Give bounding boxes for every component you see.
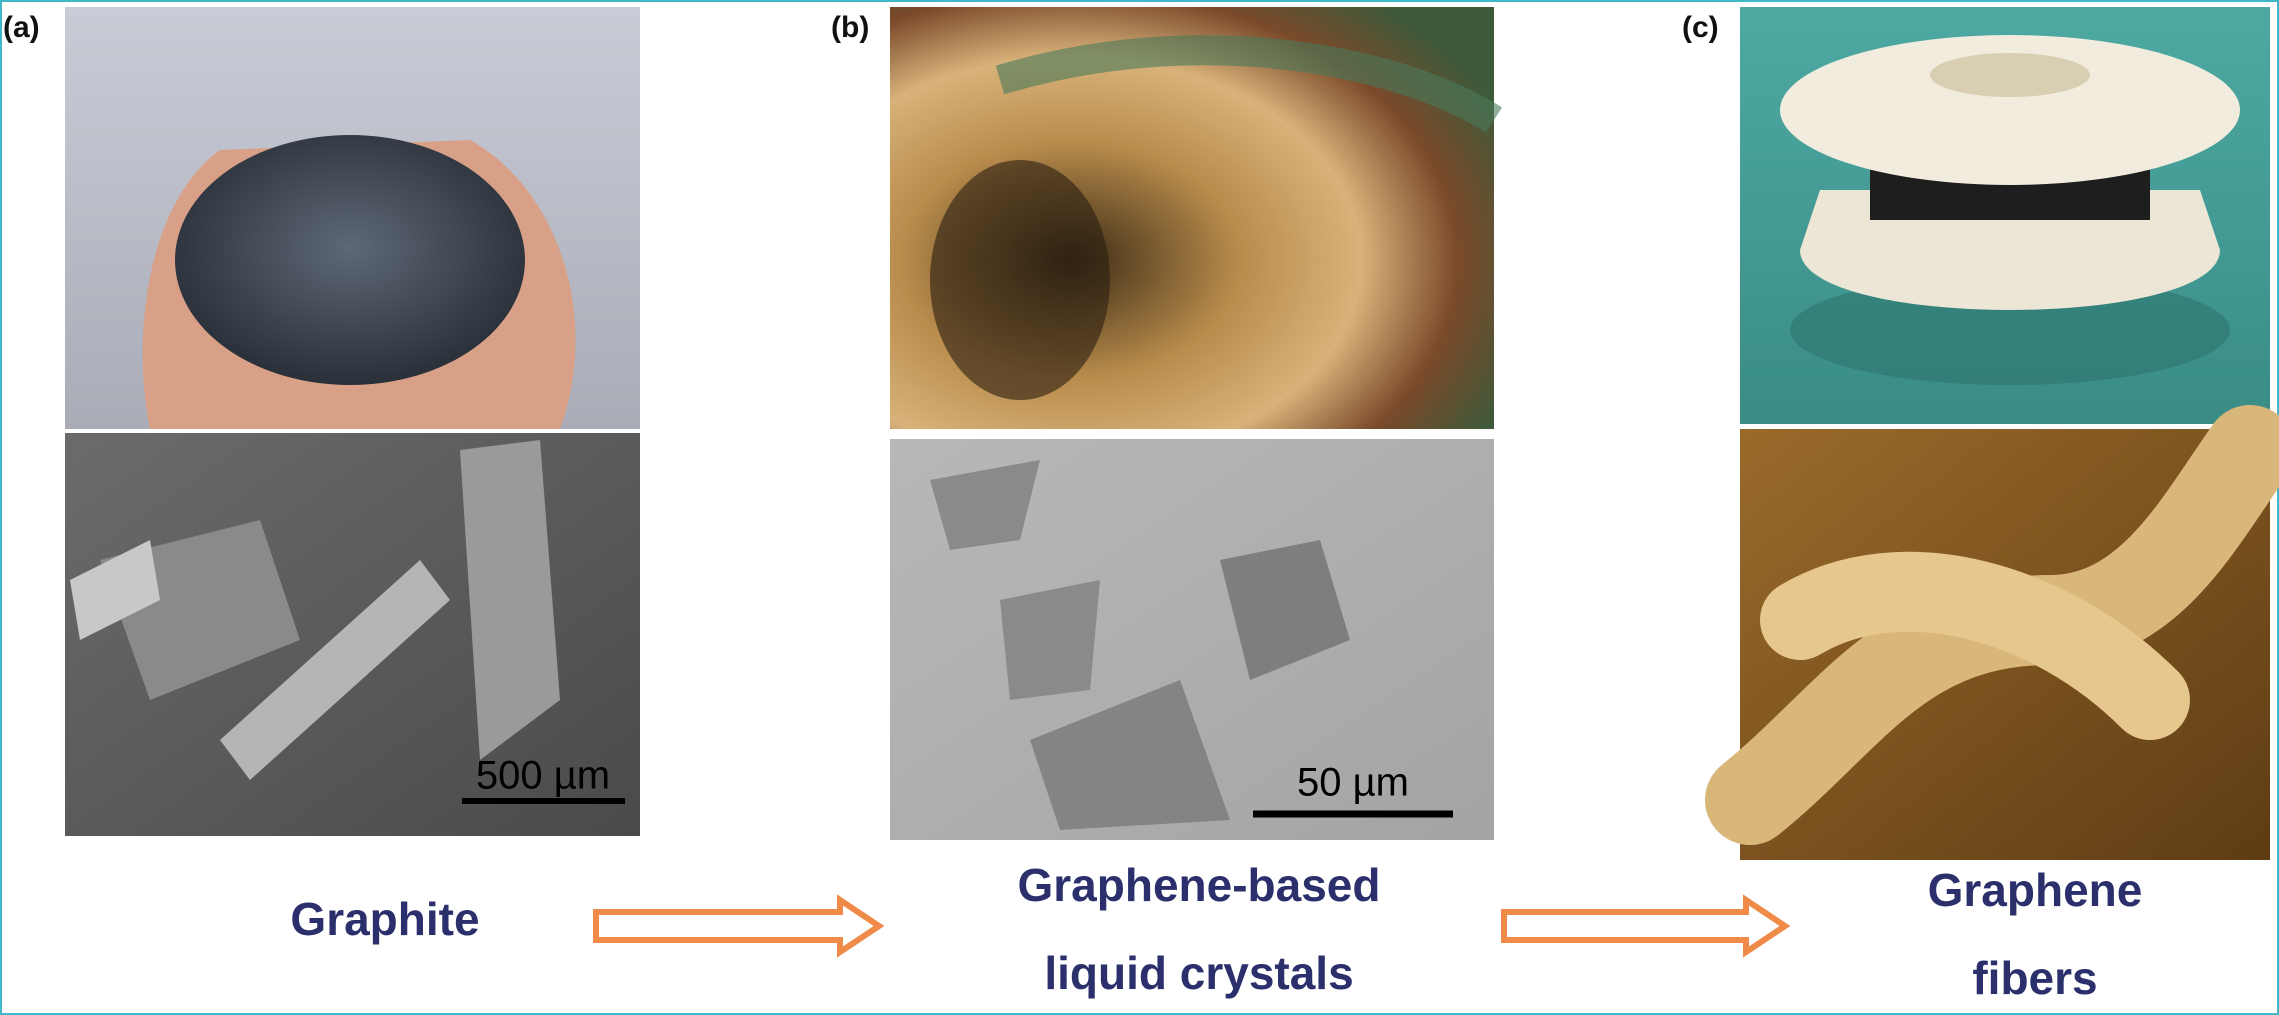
panel-label: (b) [831, 11, 869, 44]
caption: Graphite [290, 893, 479, 945]
figure: (a) 500 µm Graphite (b) 50 µm Graphene-based l… [0, 0, 2279, 1015]
scale-bar-label: 500 µm [476, 754, 610, 798]
panel-label: (a) [3, 11, 40, 44]
caption: fibers [1972, 952, 2097, 1004]
caption: liquid crystals [1044, 947, 1353, 999]
panel-label: (c) [1682, 11, 1719, 44]
caption: Graphene [1928, 864, 2143, 916]
photo-graphite [65, 7, 640, 429]
caption: Graphene-based [1018, 859, 1381, 911]
arrow [1504, 900, 1785, 952]
arrow [596, 900, 879, 952]
photo-liquid-crystal [890, 7, 1494, 429]
sem-fiber-knot [1740, 429, 2270, 860]
photo-fiber-spool [1740, 7, 2270, 424]
scale-bar-label: 50 µm [1297, 761, 1409, 805]
